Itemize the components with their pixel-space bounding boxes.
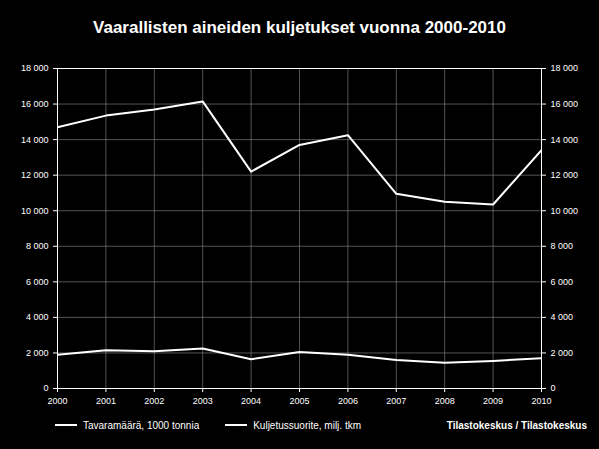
svg-text:16 000: 16 000 (551, 99, 579, 109)
svg-text:2009: 2009 (483, 396, 503, 406)
svg-text:14 000: 14 000 (21, 134, 49, 144)
svg-text:2002: 2002 (144, 396, 164, 406)
svg-text:2004: 2004 (241, 396, 261, 406)
svg-text:8 000: 8 000 (551, 241, 574, 251)
svg-text:2007: 2007 (386, 396, 406, 406)
svg-text:2005: 2005 (289, 396, 309, 406)
svg-text:4 000: 4 000 (551, 312, 574, 322)
svg-text:6 000: 6 000 (551, 277, 574, 287)
svg-text:18 000: 18 000 (21, 63, 49, 73)
svg-text:2001: 2001 (96, 396, 116, 406)
html-text:Tilastokeskus / Tilastokeskus: Tilastokeskus / Tilastokeskus (446, 419, 587, 431)
svg-text:12 000: 12 000 (21, 170, 49, 180)
svg-text:6 000: 6 000 (26, 277, 49, 287)
svg-text:4 000: 4 000 (26, 312, 49, 322)
svg-text:2 000: 2 000 (551, 348, 574, 358)
svg-text:8 000: 8 000 (26, 241, 49, 251)
svg-text:10 000: 10 000 (21, 206, 49, 216)
svg-text:2000: 2000 (47, 396, 67, 406)
svg-text:2 000: 2 000 (26, 348, 49, 358)
svg-text:2003: 2003 (193, 396, 213, 406)
svg-text:2006: 2006 (338, 396, 358, 406)
svg-text:0: 0 (43, 383, 48, 393)
html-text:Tavaramäärä, 1000 tonnia: Tavaramäärä, 1000 tonnia (83, 419, 200, 431)
svg-text:18 000: 18 000 (551, 63, 579, 73)
svg-text:2010: 2010 (531, 396, 551, 406)
svg-text:16 000: 16 000 (21, 99, 49, 109)
html-text:Kuljetussuorite, milj. tkm: Kuljetussuorite, milj. tkm (253, 419, 361, 431)
svg-text:0: 0 (551, 383, 556, 393)
svg-text:2008: 2008 (435, 396, 455, 406)
html-text:Vaarallisten aineiden kuljetuk: Vaarallisten aineiden kuljetukset vuonna… (93, 17, 506, 37)
svg-text:10 000: 10 000 (551, 206, 579, 216)
svg-text:12 000: 12 000 (551, 170, 579, 180)
svg-text:14 000: 14 000 (551, 134, 579, 144)
